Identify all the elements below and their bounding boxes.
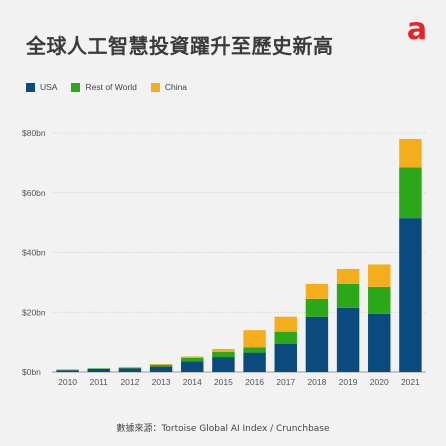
legend-label-usa: USA [40,82,58,92]
legend-swatch-usa [26,82,35,92]
x-tick-label: 2016 [245,377,264,387]
x-tick-label: 2015 [214,377,233,387]
bar-china-2018 [305,283,329,299]
legend-item-rest-of-world: Rest of World [71,82,137,92]
x-tick-label: 2012 [120,377,139,387]
bar-rest-of-world-2010 [56,369,79,371]
bar-rest-of-world-2016 [243,347,266,353]
bar-rest-of-world-2011 [87,368,110,370]
bar-rest-of-world-2014 [181,357,204,362]
bar-usa-2012 [118,368,142,372]
bar-china-2020 [368,264,391,287]
legend-item-usa: USA [26,82,57,92]
bar-usa-2014 [181,361,204,372]
bar-usa-2019 [336,307,360,372]
bar-china-2019 [336,268,360,284]
legend-item-china: China [150,82,188,92]
bar-rest-of-world-2015 [212,351,235,358]
bar-china-2013 [149,363,173,365]
legend-swatch-rest-of-world [71,82,81,92]
x-tick-label: 2017 [276,377,295,387]
chart-title: 全球人工智慧投資躍升至歷史新高 [26,34,334,58]
y-tick-label: $80bn [22,128,46,138]
bar-rest-of-world-2012 [118,367,142,369]
x-tick-label: 2019 [339,377,358,387]
bar-rest-of-world-2017 [274,331,297,344]
bar-rest-of-world-2018 [305,298,329,317]
x-tick-label: 2011 [90,377,109,387]
legend-swatch-china [150,82,160,92]
y-tick-label: $20bn [22,307,46,317]
bar-usa-2017 [274,343,297,372]
source-note: 數據來源：Tortoise Global AI Index / Crunchba… [116,424,330,434]
bar-usa-2021 [399,218,422,372]
x-tick-label: 2020 [370,377,389,387]
y-tick-label: $60bn [22,188,46,198]
bar-china-2021 [399,138,422,168]
bar-china-2015 [212,348,235,352]
x-tick-label: 2021 [401,377,420,387]
y-tick-label: $40bn [22,248,46,258]
bar-usa-2020 [368,313,391,372]
bar-rest-of-world-2020 [368,286,391,314]
bar-usa-2016 [243,352,266,372]
bar-usa-2011 [87,369,110,372]
y-tick-label: $0bn [22,367,41,377]
bar-usa-2010 [56,370,79,372]
legend-label-china: China [164,82,188,92]
x-tick-label: 2013 [152,377,171,387]
x-tick-label: 2018 [307,377,326,387]
bar-usa-2015 [212,357,235,372]
bar-china-2014 [181,356,204,358]
x-tick-label: 2010 [58,377,77,387]
legend: USA Rest of World China [26,82,187,92]
bar-usa-2018 [305,316,329,372]
bar-rest-of-world-2019 [336,283,360,308]
bar-rest-of-world-2021 [399,167,422,219]
x-tick-label: 2014 [183,377,202,387]
bar-china-2017 [274,316,297,332]
bar-rest-of-world-2013 [149,364,173,367]
bar-china-2016 [243,330,266,348]
svg-text:a: a [407,12,427,42]
bar-usa-2013 [149,366,173,372]
a-logo-icon: a [402,12,432,47]
legend-label-rest-of-world: Rest of World [85,82,137,92]
